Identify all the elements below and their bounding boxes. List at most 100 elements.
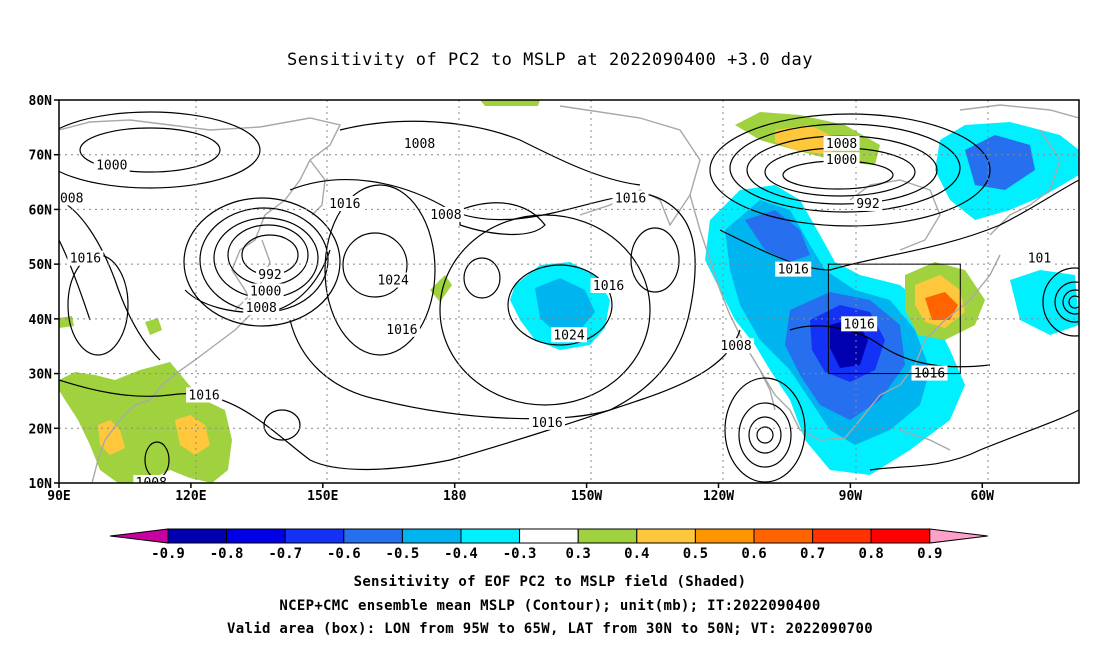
lat-label-80N: 80N <box>29 94 53 109</box>
contour-label: 992 <box>856 197 879 212</box>
lat-label-20N: 20N <box>29 422 53 437</box>
colorbar-label: 0.6 <box>741 546 766 562</box>
contour-1016-na <box>719 179 1079 271</box>
contour-label: 1008 <box>136 476 167 491</box>
contour-1016-trop-right <box>869 409 1079 471</box>
colorbar: -0.9 -0.8 -0.7 -0.6 -0.5 -0.4 -0.3 0.3 0.4 0.5 0.6… <box>109 528 988 562</box>
contour-label: 1008 <box>404 137 435 152</box>
contour-trop-3 <box>67 254 129 356</box>
colorbar-swatch <box>694 528 755 544</box>
colorbar-swatch <box>460 528 521 544</box>
contour-atl-3 <box>1054 281 1079 323</box>
colorbar-swatch <box>636 528 696 544</box>
contour-atl-2 <box>1062 289 1079 315</box>
contour-label: 1024 <box>553 328 584 343</box>
coastline-baja <box>759 369 776 411</box>
lon-label-180: 180 <box>443 489 467 504</box>
shade-medblue-namerica <box>745 210 810 262</box>
chart-title: Sensitivity of PC2 to MSLP at 2022090400… <box>286 50 813 70</box>
contour-label: 1016 <box>386 323 417 338</box>
contour-label: 992 <box>258 268 281 283</box>
contour-1016-na-south <box>789 325 991 368</box>
colorbar-label: 0.9 <box>917 546 942 562</box>
lat-label-40N: 40N <box>29 313 53 328</box>
contour-label: 1000 <box>250 285 281 300</box>
colorbar-label: -0.6 <box>327 546 361 562</box>
contour-low-arctic-4 <box>729 123 961 213</box>
contour-small-2 <box>630 227 680 293</box>
contour-label: 1008 <box>246 301 277 316</box>
contour-tc-2 <box>748 416 782 454</box>
colorbar-swatch <box>519 528 579 544</box>
colorbar-label: 0.3 <box>566 546 591 562</box>
colorbar-swatch <box>401 528 462 544</box>
lon-label-90E: 90E <box>47 489 70 504</box>
lon-label-90W: 90W <box>839 489 863 504</box>
contour-label: 1008 <box>826 137 857 152</box>
lat-label-70N: 70N <box>29 149 53 164</box>
shaded-sensitivity <box>59 100 1079 483</box>
contour-1016-south <box>59 329 741 471</box>
contour-label: 1016 <box>615 191 646 206</box>
colorbar-label: -0.9 <box>151 546 185 562</box>
coastline-alaska <box>559 105 701 227</box>
contour-trop-2 <box>263 409 301 441</box>
colorbar-label: 0.5 <box>683 546 708 562</box>
shade-green-small-1 <box>145 318 162 335</box>
colorbar-swatch <box>870 528 931 544</box>
coastline-kamchatka <box>309 159 326 216</box>
contour-low-asia-5 <box>183 197 341 327</box>
colorbar-label: 0.4 <box>624 546 649 562</box>
shade-blue-canada <box>965 135 1035 190</box>
contour-label: 1008 <box>430 208 461 223</box>
shade-yellow-asia-2 <box>175 415 210 455</box>
colorbar-label: 0.7 <box>800 546 825 562</box>
colorbar-swatch <box>753 528 814 544</box>
lon-label-60W: 60W <box>971 489 995 504</box>
latitude-labels: 10N 20N 30N 40N 50N 60N 70N 80N <box>29 94 59 492</box>
caption-line-2: NCEP+CMC ensemble mean MSLP (Contour); u… <box>279 598 821 614</box>
grid-lines <box>59 100 1079 483</box>
contour-tc-4 <box>724 377 806 483</box>
shade-orange-ne-us <box>925 292 958 320</box>
colorbar-label: -0.5 <box>386 546 420 562</box>
colorbar-swatch <box>284 528 345 544</box>
contour-label: 1016 <box>593 279 624 294</box>
colorbar-end-left <box>109 528 169 544</box>
contour-low-arctic-5 <box>709 113 991 227</box>
contour-tc-1 <box>756 426 774 444</box>
caption-line-3: Valid area (box): LON from 95W to 65W, L… <box>227 621 873 637</box>
shade-lightblue-pacific <box>535 278 595 332</box>
lon-label-120W: 120W <box>703 489 734 504</box>
lat-label-60N: 60N <box>29 203 53 218</box>
contour-atl-1 <box>1068 295 1079 309</box>
coastline-hudson <box>849 179 941 251</box>
colorbar-swatch <box>812 528 872 544</box>
contour-label: 1000 <box>826 153 857 168</box>
contour-1016-left <box>59 239 91 321</box>
caption-line-1: Sensitivity of EOF PC2 to MSLP field (Sh… <box>353 574 747 590</box>
contour-label: 1008 <box>52 191 83 206</box>
colorbar-swatch <box>226 528 286 544</box>
coastline-cuba <box>899 429 951 451</box>
coastline-asia <box>59 117 342 483</box>
colorbar-label: -0.3 <box>503 546 537 562</box>
map-frame <box>58 99 1080 484</box>
contour-label: 1016 <box>188 388 219 403</box>
coastlines <box>59 104 1079 483</box>
contour-1008-north <box>339 120 641 186</box>
colorbar-end-right <box>929 528 988 544</box>
coastline-n-america-west <box>689 194 801 431</box>
coastline-gulf <box>799 254 1001 441</box>
longitude-labels: 90E 120E 150E 180 150W 120W 90W 60W <box>47 483 994 504</box>
lat-label-50N: 50N <box>29 258 53 273</box>
contour-label: 1016 <box>844 317 875 332</box>
contour-label: 1024 <box>377 274 408 289</box>
colorbar-swatch <box>577 528 638 544</box>
contour-label: 1000 <box>96 159 127 174</box>
colorbar-label: -0.4 <box>444 546 478 562</box>
contour-1008-loop <box>459 202 546 235</box>
